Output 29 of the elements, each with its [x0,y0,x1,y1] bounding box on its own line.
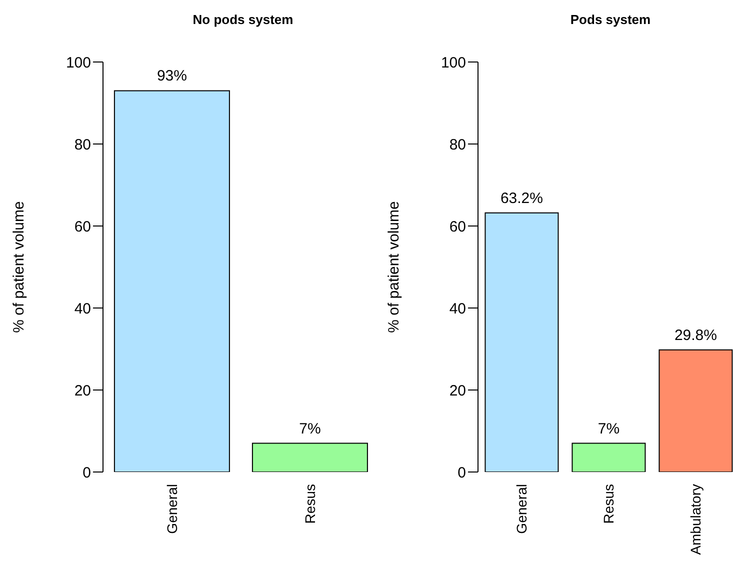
data-label: 7% [299,420,321,438]
x-tick-label: General [514,484,530,534]
chart-title: Pods system [569,12,652,27]
y-tick-label: 0 [458,464,466,482]
x-tick-label: Resus [302,484,318,524]
bar [484,212,559,472]
y-tick-label: 100 [440,54,466,72]
bar [572,442,646,472]
bar [658,349,733,472]
x-tick-label: Ambulatory [688,484,704,555]
y-tick-label: 0 [82,464,91,482]
y-tick-label: 80 [74,136,91,154]
y-axis-title: % of patient volume [10,201,28,333]
y-tick-label: 20 [74,382,91,400]
y-axis-title: % of patient volume [385,201,402,333]
data-label: 7% [598,420,620,438]
data-label: 93% [156,68,187,85]
chart-title: No pods system [192,12,294,27]
y-tick-label: 80 [449,136,466,154]
x-tick-label: General [164,484,180,534]
y-tick-label: 60 [449,218,466,236]
y-tick-label: 100 [66,54,91,72]
y-tick-label: 20 [449,382,466,400]
y-tick-label: 40 [74,300,91,318]
x-tick-label: Resus [600,484,616,524]
y-tick-label: 60 [74,218,91,236]
data-label: 29.8% [674,326,717,344]
y-tick-label: 40 [449,300,466,318]
data-label: 63.2% [500,190,543,207]
